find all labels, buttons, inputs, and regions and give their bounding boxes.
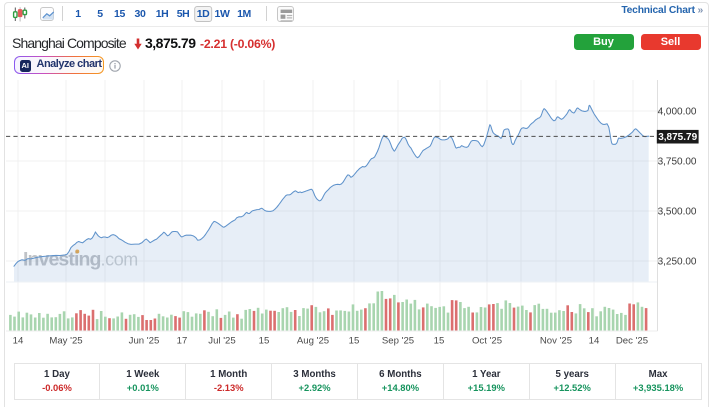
svg-text:3,500.00: 3,500.00 (658, 206, 697, 217)
svg-text:May '25: May '25 (49, 336, 82, 347)
svg-text:Jul '25: Jul '25 (208, 336, 235, 347)
svg-text:Nov '25: Nov '25 (540, 336, 572, 347)
svg-text:Sep '25: Sep '25 (382, 336, 414, 347)
svg-text:14: 14 (13, 336, 24, 347)
svg-text:3,250.00: 3,250.00 (658, 256, 697, 267)
svg-text:Investing.com: Investing.com (23, 249, 138, 271)
svg-text:15: 15 (259, 336, 270, 347)
svg-text:15: 15 (349, 336, 360, 347)
svg-text:3,875.79: 3,875.79 (658, 132, 697, 143)
svg-text:4,000.00: 4,000.00 (658, 106, 697, 117)
svg-text:15: 15 (434, 336, 445, 347)
svg-text:3,750.00: 3,750.00 (658, 156, 697, 167)
svg-text:17: 17 (177, 336, 188, 347)
svg-text:Oct '25: Oct '25 (472, 336, 502, 347)
svg-text:Jun '25: Jun '25 (129, 336, 160, 347)
svg-text:Aug '25: Aug '25 (297, 336, 329, 347)
svg-text:Dec '25: Dec '25 (616, 336, 648, 347)
svg-text:14: 14 (589, 336, 600, 347)
